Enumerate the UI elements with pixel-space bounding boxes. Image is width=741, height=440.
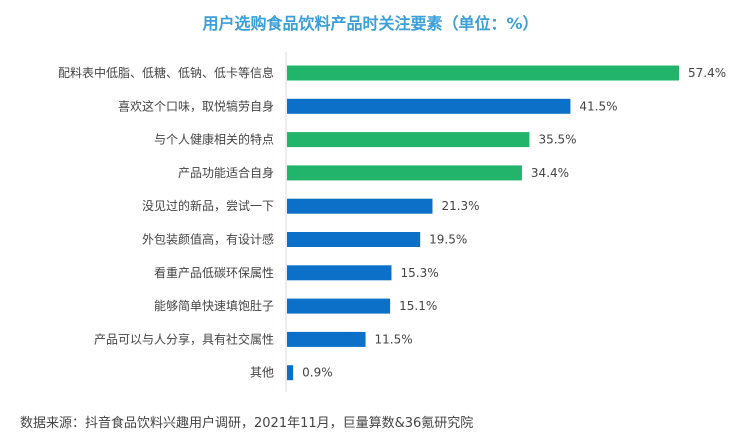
category-label: 其他 bbox=[250, 366, 274, 380]
value-label: 41.5% bbox=[579, 99, 617, 113]
bar-chart: 配料表中低脂、低糖、低钠、低卡等信息 57.4% 喜欢这个口味，取悦犒劳自身 41.5… bbox=[58, 52, 726, 392]
bar bbox=[287, 298, 391, 314]
bar bbox=[287, 165, 522, 181]
value-label: 11.5% bbox=[375, 332, 413, 346]
category-label: 配料表中低脂、低糖、低钠、低卡等信息 bbox=[58, 65, 274, 80]
category-label: 看重产品低碳环保属性 bbox=[154, 266, 274, 280]
value-label: 15.3% bbox=[400, 266, 438, 280]
data-source-note: 数据来源：抖音食品饮料兴趣用户调研，2021年11月，巨量算数&36氪研究院 bbox=[20, 416, 474, 431]
value-label: 57.4% bbox=[688, 66, 726, 80]
bar bbox=[287, 331, 366, 347]
value-label: 0.9% bbox=[302, 366, 333, 380]
category-label: 外包装颜值高，有设计感 bbox=[142, 232, 274, 247]
value-label: 19.5% bbox=[429, 233, 467, 247]
bar bbox=[287, 232, 421, 247]
bar bbox=[287, 132, 530, 148]
bar bbox=[287, 198, 433, 214]
category-label: 喜欢这个口味，取悦犒劳自身 bbox=[118, 98, 274, 113]
category-label: 产品可以与人分享，具有社交属性 bbox=[94, 331, 274, 346]
bar bbox=[287, 65, 679, 81]
chart-title: 用户选购食品饮料产品时关注要素（单位：%） bbox=[202, 14, 539, 33]
value-label: 21.3% bbox=[441, 199, 479, 213]
value-label: 35.5% bbox=[538, 133, 576, 147]
value-label: 15.1% bbox=[399, 299, 437, 313]
value-label: 34.4% bbox=[531, 166, 569, 180]
category-label: 与个人健康相关的特点 bbox=[154, 132, 274, 147]
category-label: 能够简单快速填饱肚子 bbox=[154, 298, 274, 313]
category-label: 产品功能适合自身 bbox=[178, 165, 274, 180]
category-label: 没见过的新品，尝试一下 bbox=[142, 198, 274, 213]
bar bbox=[287, 365, 294, 381]
bar bbox=[287, 98, 571, 114]
bar bbox=[287, 265, 392, 281]
